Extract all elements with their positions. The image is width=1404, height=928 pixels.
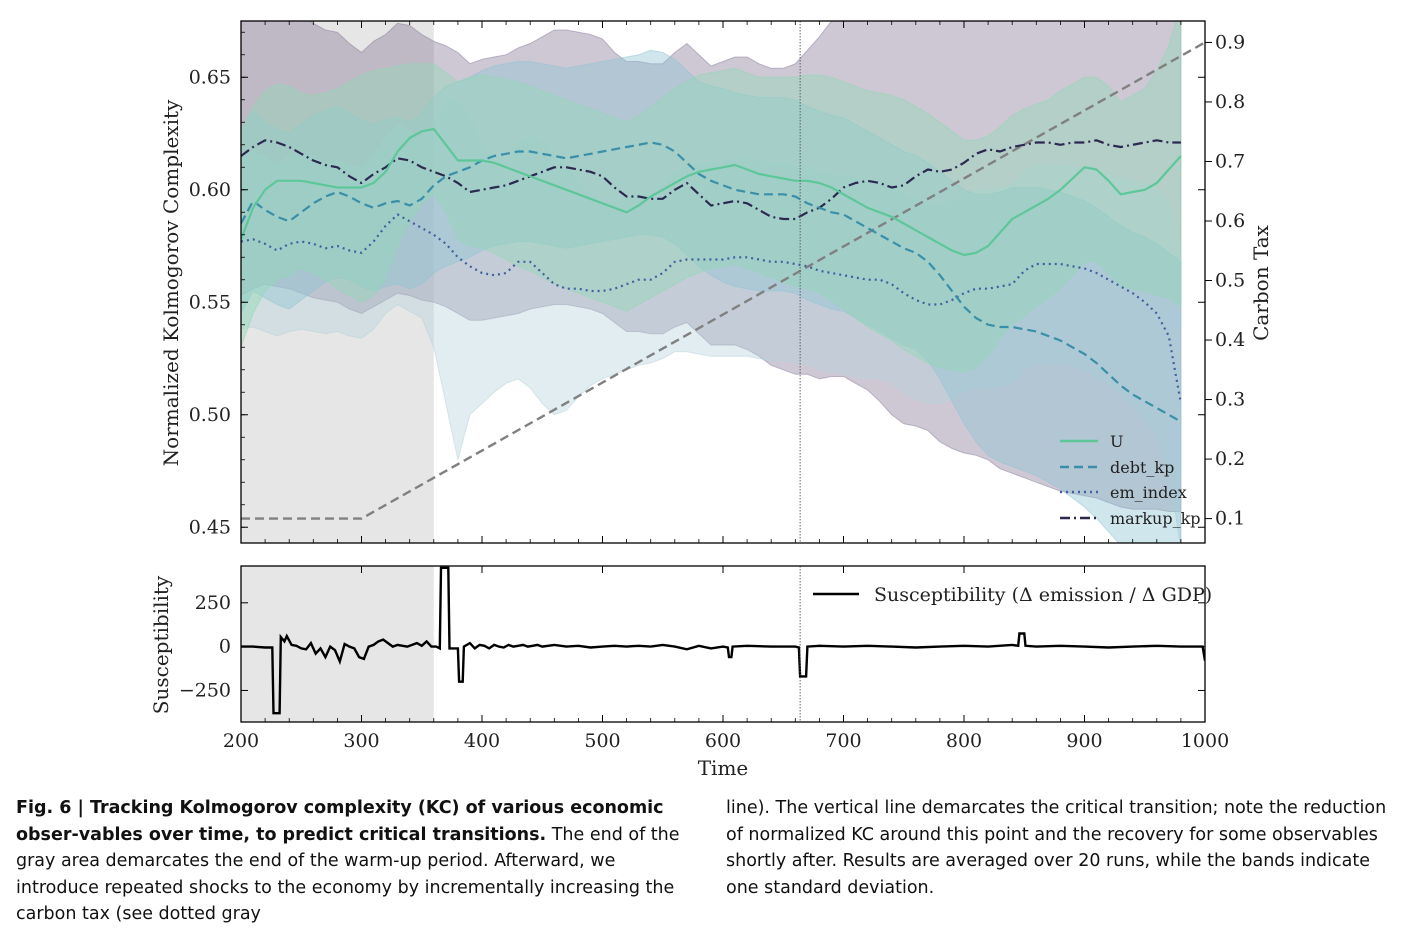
legend-label-em_index: em_index xyxy=(1110,483,1187,502)
line-markup_kp xyxy=(241,139,1181,221)
sus-ytick-label: −250 xyxy=(179,679,231,701)
band-U xyxy=(241,21,1182,373)
line-U xyxy=(241,127,1182,257)
legend-label-U: U xyxy=(1110,432,1123,451)
caption-right-body: line). The vertical line demarcates the … xyxy=(726,798,1387,898)
sus-xtick-label: 600 xyxy=(705,730,741,752)
sus-ytick-label: 0 xyxy=(219,636,231,658)
warmup-region-bottom xyxy=(241,566,434,722)
warmup-region xyxy=(241,21,434,543)
caption-fig-label: Fig. 6 | Tracking Kolmogorov complexity … xyxy=(16,798,664,845)
kc-ytick-label: 0.65 xyxy=(189,66,231,88)
sus-plot-area xyxy=(241,566,1205,722)
sus-xtick-label: 900 xyxy=(1066,730,1102,752)
tax-ytick-label: 0.8 xyxy=(1215,91,1245,113)
sus-ytick-label: 250 xyxy=(195,592,231,614)
line-em_index xyxy=(241,213,1182,404)
tax-ytick-label: 0.5 xyxy=(1215,270,1245,292)
kc-ytick-label: 0.55 xyxy=(189,291,231,313)
caption-left: Fig. 6 | Tracking Kolmogorov complexity … xyxy=(16,795,698,928)
figure: 0.45 0.50 0.55 0.60 0.65 0.1 0.2 0.3 0.4 0.5 0.6 0.… xyxy=(149,20,1273,780)
tax-ytick-label: 0.9 xyxy=(1215,31,1245,53)
sus-xtick-label: 800 xyxy=(946,730,982,752)
sus-xtick-label: 300 xyxy=(343,730,379,752)
carbon-tax-line xyxy=(241,41,1205,520)
sus-xtick-label: 700 xyxy=(825,730,861,752)
sus-ylabel: Susceptibility xyxy=(149,575,173,714)
kc-panel: 0.45 0.50 0.55 0.60 0.65 0.1 0.2 0.3 0.4 0.5 0.6 0.… xyxy=(159,20,1273,544)
sus-xtick-label: 400 xyxy=(464,730,500,752)
kc-ytick-label: 0.60 xyxy=(189,179,231,201)
sus-xtick-label: 1000 xyxy=(1181,730,1229,752)
tax-ytick-label: 0.3 xyxy=(1215,389,1245,411)
sus-xtick-label: 200 xyxy=(223,730,259,752)
tax-ylabel: Carbon Tax xyxy=(1249,224,1273,341)
caption-right: line). The vertical line demarcates the … xyxy=(726,795,1394,901)
susceptibility-line xyxy=(241,566,1205,715)
kc-ytick-label: 0.45 xyxy=(189,516,231,538)
kc-ytick-label: 0.50 xyxy=(189,404,231,426)
kc-plot-area xyxy=(241,21,1205,543)
band-debt_kp xyxy=(241,49,1182,543)
tax-ytick-label: 0.4 xyxy=(1215,329,1245,351)
legend-label-debt_kp: debt_kp xyxy=(1110,458,1174,477)
legend-label-susceptibility: Susceptibility (Δ emission / Δ GDP) xyxy=(874,584,1212,606)
tax-ytick-label: 0.2 xyxy=(1215,448,1245,470)
sus-xlabel: Time xyxy=(698,756,749,780)
legend-label-markup_kp: markup_kp xyxy=(1110,509,1201,528)
susceptibility-panel: −250 0 250 200 300 400 500 600 700 800 900 1000 Time… xyxy=(149,565,1229,780)
tax-ytick-label: 0.6 xyxy=(1215,210,1245,232)
kc-ylabel: Normalized Kolmogorov Complexity xyxy=(159,99,183,466)
tax-ytick-label: 0.1 xyxy=(1215,508,1245,530)
tax-ytick-label: 0.7 xyxy=(1215,150,1245,172)
sus-xtick-label: 500 xyxy=(584,730,620,752)
line-debt_kp xyxy=(241,141,1182,423)
